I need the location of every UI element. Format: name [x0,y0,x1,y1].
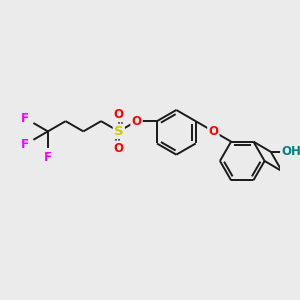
Text: O: O [114,108,124,121]
Text: O: O [114,142,124,154]
Text: O: O [131,115,142,128]
Text: O: O [208,125,218,138]
Text: OH: OH [281,146,300,158]
Text: F: F [21,138,29,151]
Text: F: F [21,112,29,125]
Text: F: F [44,151,52,164]
Text: S: S [114,125,124,138]
